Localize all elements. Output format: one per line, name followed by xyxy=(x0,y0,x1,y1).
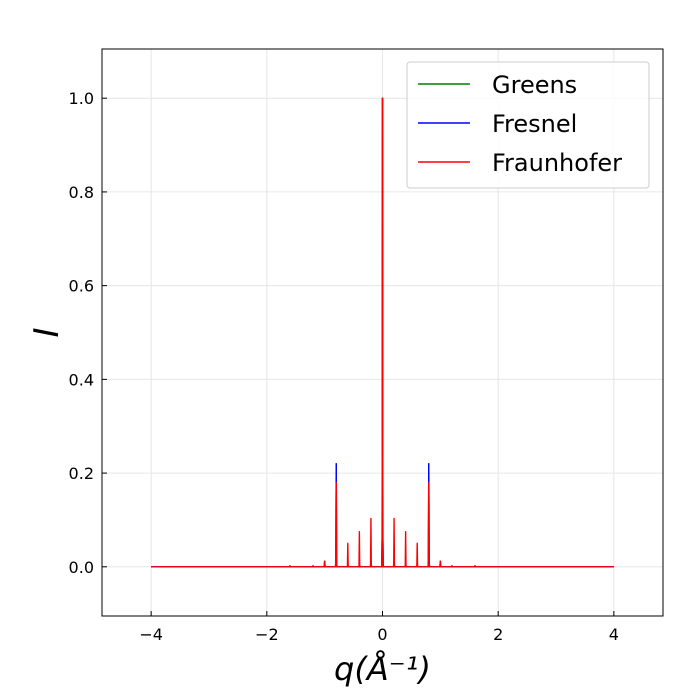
series-line-fraunhofer xyxy=(151,97,614,568)
y-tick-label: 0.8 xyxy=(69,183,94,202)
legend-label-fraunhofer: Fraunhofer xyxy=(492,149,622,177)
x-tick-label: −2 xyxy=(255,625,279,644)
y-tick-label: 0.4 xyxy=(69,370,94,389)
y-axis-label: I xyxy=(27,327,67,337)
legend-label-greens: Greens xyxy=(492,71,577,99)
ticks: −4 −2 0 2 4 0.0 0.2 0.4 0.6 0.8 1.0 xyxy=(69,89,619,644)
y-tick-label: 0.0 xyxy=(69,558,94,577)
legend-box xyxy=(406,61,650,189)
x-tick-label: 2 xyxy=(493,625,503,644)
x-tick-label: −4 xyxy=(139,625,163,644)
y-tick-label: 1.0 xyxy=(69,89,94,108)
legend-label-fresnel: Fresnel xyxy=(492,110,577,138)
x-axis-label: q(Å⁻¹) xyxy=(334,650,431,688)
legend: Greens Fresnel Fraunhofer xyxy=(406,61,650,189)
x-tick-label: 4 xyxy=(609,625,619,644)
x-tick-label: 0 xyxy=(377,625,387,644)
y-tick-label: 0.6 xyxy=(69,277,94,296)
series-layer xyxy=(151,97,614,568)
y-tick-label: 0.2 xyxy=(69,464,94,483)
